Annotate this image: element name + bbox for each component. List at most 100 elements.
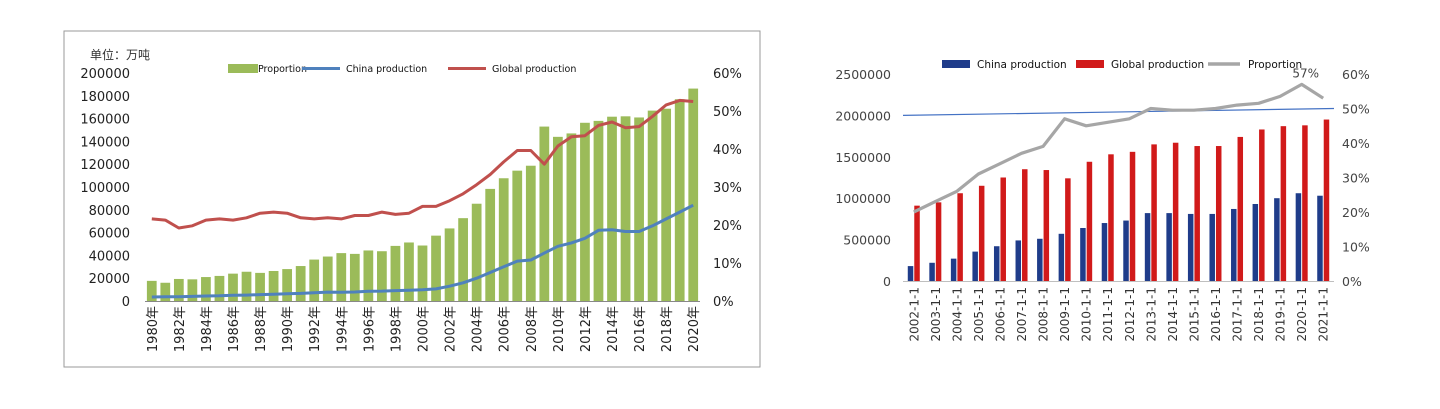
chart-2-x-tick: 2005-1-1: [972, 287, 986, 341]
chart-2-x-tick: 2007-1-1: [1015, 287, 1029, 341]
chart-1-x-tick: 2008年: [525, 306, 540, 352]
chart-1-bar-proportion: [349, 253, 360, 301]
chart-2-x-tick: 2016-1-1: [1209, 287, 1223, 341]
chart-1-y-left-tick: 160000: [80, 113, 130, 128]
chart-2-y-right-tick: 50%: [1342, 102, 1370, 117]
chart-1-x-tick: 2010年: [552, 306, 567, 352]
chart-2-bar-global-production: [1043, 170, 1050, 281]
chart-1-y-right-tick: 10%: [713, 257, 742, 272]
chart-2-y-left-tick: 1000000: [835, 191, 891, 206]
chart-1-bar-proportion: [471, 203, 482, 301]
chart-2-x-tick: 2014-1-1: [1166, 287, 1180, 341]
chart-2-y-right-tick: 0%: [1342, 274, 1362, 289]
chart-1-bar-proportion: [390, 245, 401, 301]
chart-1-bar-proportion: [404, 242, 414, 301]
chart-1-bar-proportion: [228, 273, 238, 301]
chart-1-y-left-tick: 120000: [80, 158, 130, 173]
chart-2-y-left-tick: 1500000: [835, 150, 891, 165]
chart-2-bar-china-production: [1058, 233, 1065, 281]
chart-1-frame: [63, 30, 761, 368]
chart-1-y-left-tick: 80000: [89, 204, 130, 219]
chart-1-y-left-tick: 20000: [89, 272, 130, 287]
chart-2-bar-global-production: [1151, 144, 1157, 281]
chart-2-bar-global-production: [935, 202, 942, 281]
chart-2-bar-global-production: [1108, 154, 1114, 281]
chart-2-bar-global-production: [1194, 146, 1200, 281]
chart-2-x-tick: 2015-1-1: [1187, 287, 1201, 341]
chart-1-y-right-tick: 0%: [713, 295, 734, 310]
chart-2-y-right-tick: 40%: [1342, 136, 1370, 151]
chart-2-bar-china-production: [950, 258, 957, 281]
chart-1-line-global-production: [151, 98, 694, 230]
chart-2-bar-china-production: [1274, 198, 1280, 281]
chart-2-bar-global-production: [1172, 142, 1179, 281]
chart-2-bar-global-production: [1302, 125, 1308, 281]
chart-1-bar-proportion: [173, 278, 184, 301]
chart-2-x-tick: 2012-1-1: [1123, 287, 1137, 341]
chart-1-x-tick: 1990年: [281, 306, 296, 352]
chart-1-x-tick: 1988年: [254, 306, 269, 352]
chart-2-bar-global-production: [1129, 151, 1136, 281]
chart-1-x-tick: 2004年: [471, 306, 486, 352]
chart-1-lines: [151, 98, 694, 299]
chart-2-x-tick: 2021-1-1: [1317, 287, 1331, 341]
chart-1-y-left-tick: 60000: [89, 227, 130, 242]
chart-2-bar-global-production: [1259, 129, 1265, 281]
chart-1-bar-proportion: [214, 275, 225, 301]
chart-2-legend-label: Proportion: [1248, 59, 1302, 71]
chart-1-bar-proportion: [309, 259, 320, 301]
chart-1-bar-proportion: [431, 235, 441, 301]
chart-2-bar-global-production: [1065, 178, 1071, 281]
chart-1-x-tick: 2012年: [579, 306, 594, 352]
chart-2-bar-global-production: [1237, 136, 1244, 281]
chart-1-bar-proportion: [525, 165, 536, 301]
chart-2-y-right-tick: 20%: [1342, 205, 1370, 220]
chart-1-unit-label: 单位：万吨: [90, 47, 150, 62]
chart-2-bar-china-production: [1080, 228, 1086, 281]
chart-1-y-left-tick: 200000: [80, 67, 130, 82]
chart-1-x-tick: 2020年: [687, 306, 702, 352]
chart-1-bar-proportion: [498, 178, 509, 301]
chart-2-annotation: 57%: [1292, 66, 1319, 80]
chart-2-x-tick: 2008-1-1: [1037, 287, 1051, 341]
chart-2-y-left-tick: 0: [883, 274, 891, 289]
chart-2-bar-china-production: [929, 262, 935, 281]
chart-2-bar-china-production: [907, 266, 914, 281]
chart-2-x-tick: 2003-1-1: [929, 287, 943, 341]
chart-2-x-tick: 2009-1-1: [1058, 287, 1072, 341]
chart-1-y-left-tick: 40000: [89, 249, 130, 264]
chart-1-bar-proportion: [607, 116, 617, 301]
chart-2-y-right-tick: 30%: [1342, 171, 1370, 186]
chart-2-legend-swatch: [1076, 60, 1104, 68]
chart-1-x-tick: 1982年: [173, 306, 188, 352]
chart-1-bar-proportion: [160, 282, 171, 301]
chart-1-x-tick: 2002年: [444, 306, 459, 352]
chart-2-bar-china-production: [1252, 203, 1259, 281]
chart-1-bar-proportion: [580, 122, 590, 301]
chart-2-axes: 0 500000 1000000 1500000 2000000 2500000 0% 10%…: [835, 67, 1370, 341]
chart-1-bar-proportion: [377, 251, 387, 301]
chart-2-x-tick: 2018-1-1: [1252, 287, 1266, 341]
chart-2-y-left-tick: 2000000: [835, 108, 891, 123]
chart-1-bar-proportion: [688, 88, 699, 301]
chart-1-bar-proportion: [187, 279, 198, 301]
chart-2-bar-global-production: [1000, 177, 1006, 281]
chart-1-bar-proportion: [485, 188, 496, 301]
chart-1-legend-label: China production: [346, 64, 427, 75]
chart-1-bar-proportion: [566, 133, 577, 301]
chart-1-line-china-production: [151, 203, 694, 299]
chart-1-x-tick: 1998年: [389, 306, 404, 352]
chart-1-bar-proportion: [674, 99, 685, 301]
chart-1-y-right-tick: 50%: [713, 105, 742, 120]
chart-2-bar-global-production: [1323, 119, 1330, 281]
chart-2-x-tick: 2019-1-1: [1274, 287, 1288, 341]
chart-2-bar-china-production: [1166, 213, 1172, 281]
chart-1-bar-proportion: [661, 108, 672, 301]
chart-1-bar-proportion: [363, 250, 374, 301]
chart-2-x-tick: 2006-1-1: [993, 287, 1007, 341]
chart-2-bar-global-production: [1280, 126, 1287, 281]
chart-2-bar-global-production: [957, 193, 963, 281]
chart-1-axes: 0 20000 40000 60000 80000 100000 120000 140000 1…: [80, 67, 742, 352]
chart-1-bar-proportion: [241, 271, 252, 301]
